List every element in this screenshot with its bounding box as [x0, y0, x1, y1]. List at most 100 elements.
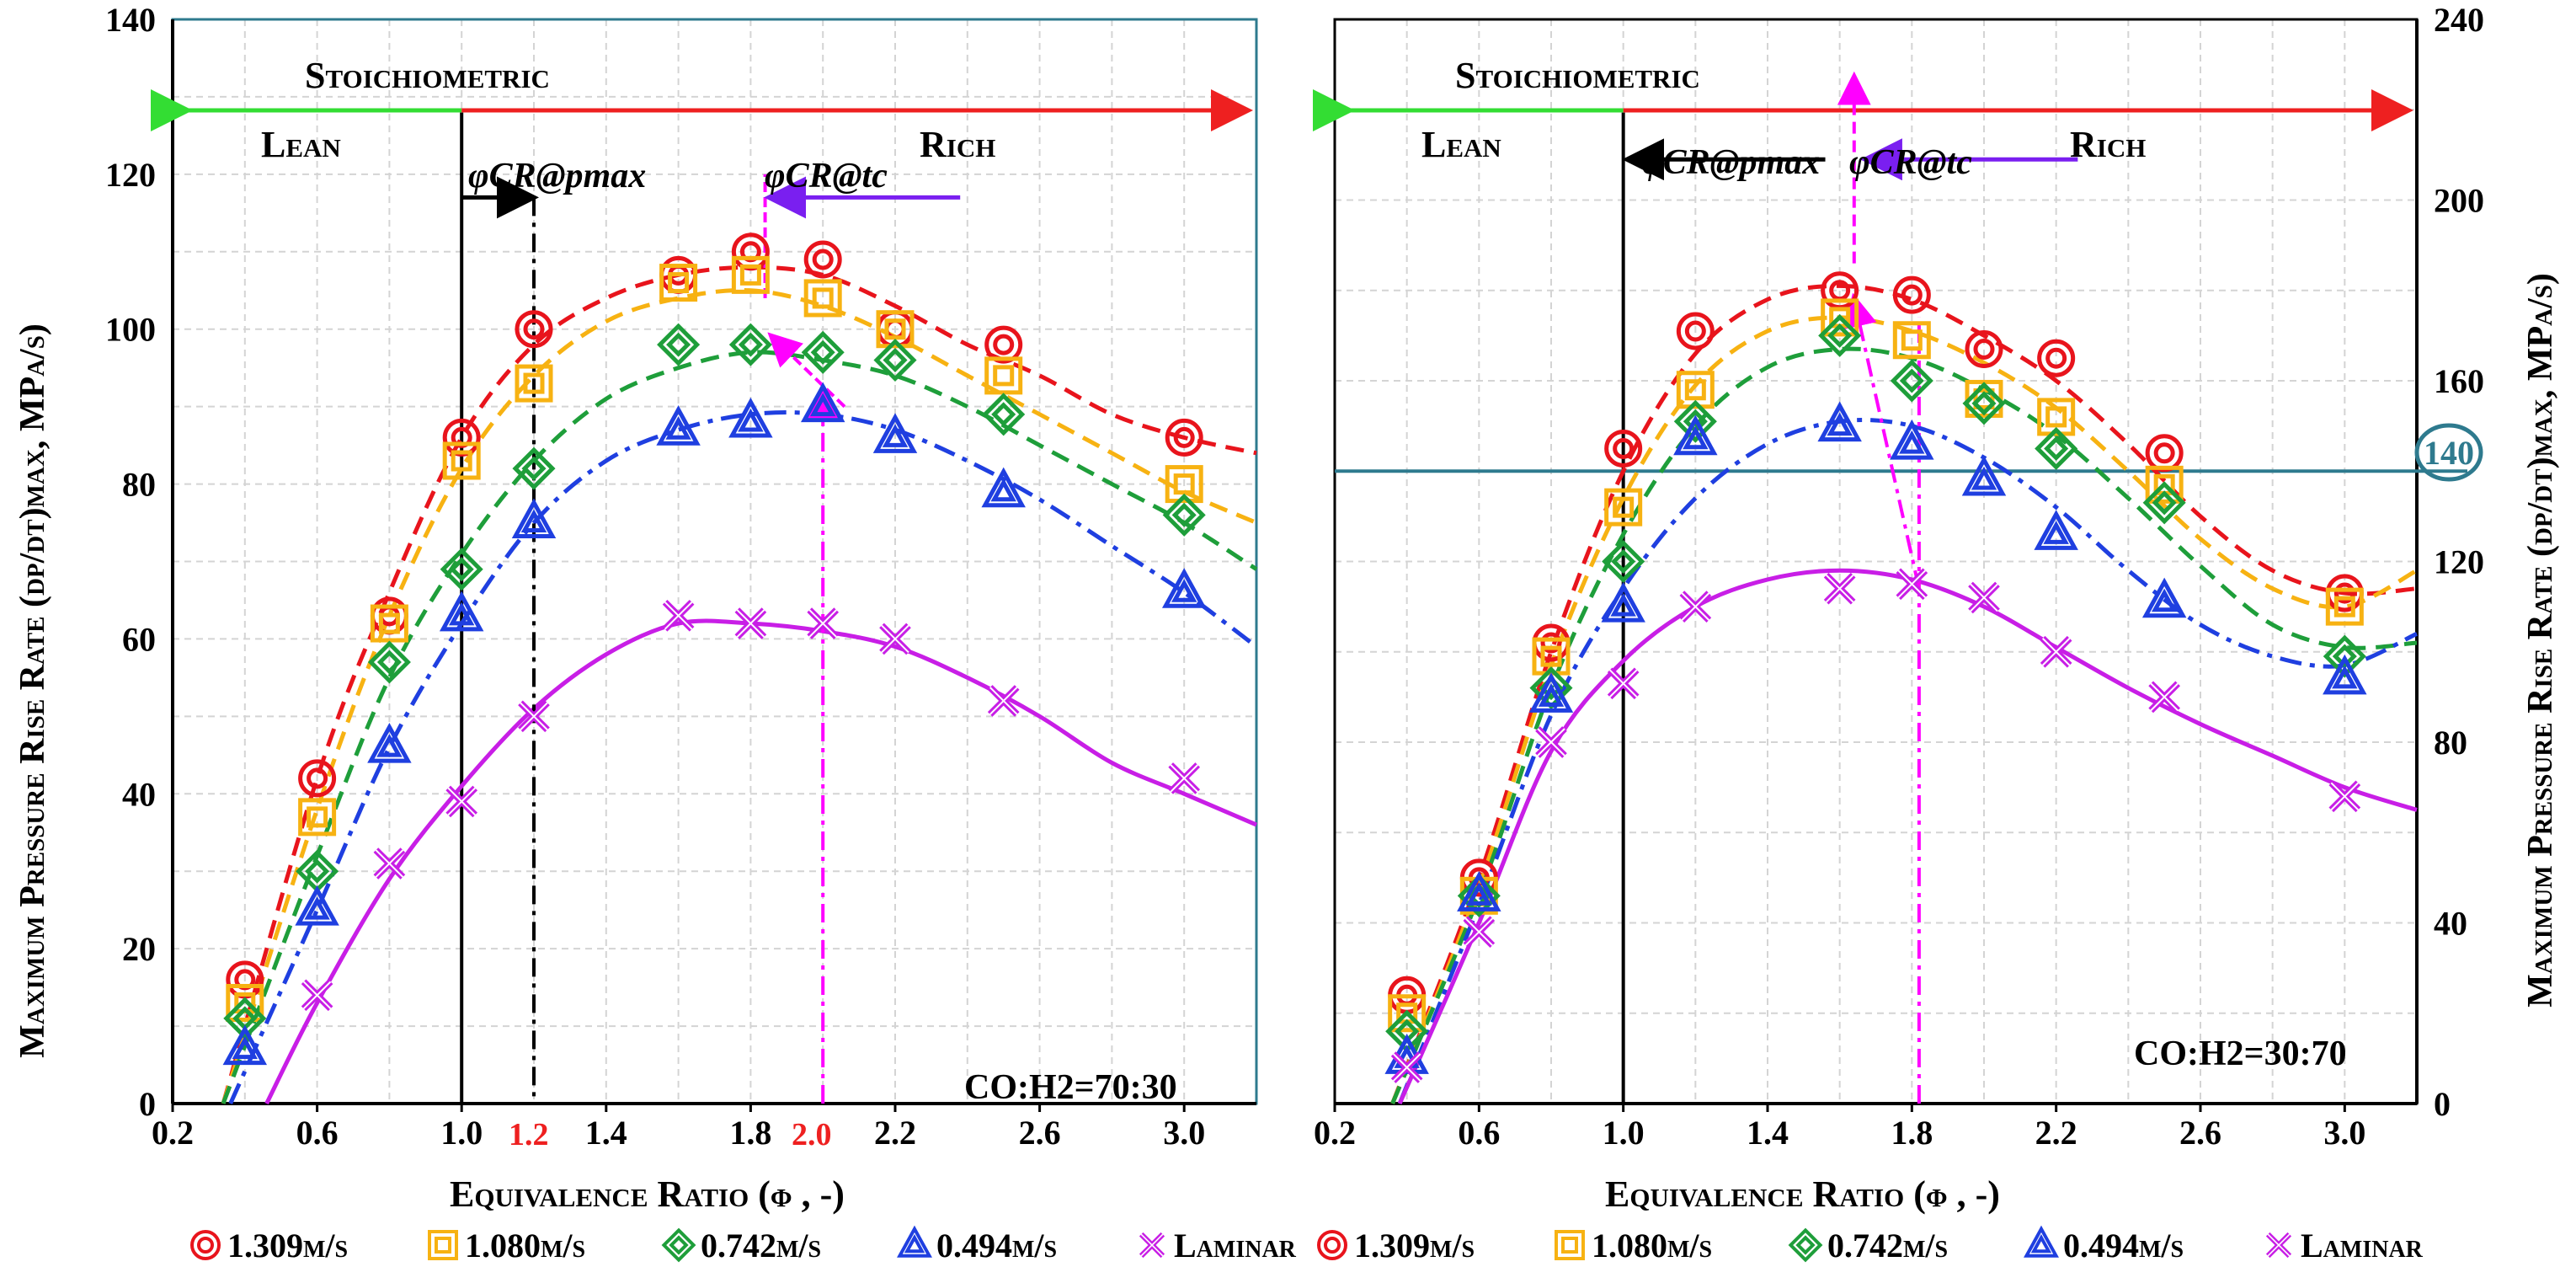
left-data-point-diamond: [873, 338, 917, 382]
right-x-tick-label: 1.4: [1747, 1114, 1789, 1152]
right-data-point-square: [1604, 488, 1643, 527]
left-data-point-diamond: [801, 330, 845, 374]
left-x-tick-label: 2.2: [874, 1114, 916, 1152]
left-fit-curve-1: [221, 287, 1257, 1104]
right-y-tick-label: 80: [2434, 724, 2467, 762]
right-data-point-circle: [1676, 312, 1715, 350]
right-y-tick-label: 240: [2434, 1, 2484, 39]
left-data-point-triangle: [656, 405, 701, 446]
left-data-point-diamond: [512, 446, 556, 490]
legend-right-label: Laminar: [2301, 1227, 2424, 1264]
left-data-point-x: [518, 700, 550, 733]
right-data-point-circle: [1604, 429, 1643, 468]
right-x-tick-label: 3.0: [2323, 1114, 2365, 1152]
left-y-tick-label: 80: [122, 466, 156, 504]
legend-left-label: 1.309m/s: [227, 1227, 348, 1264]
left-data-point-x: [662, 600, 695, 632]
right-data-point-diamond: [2142, 481, 2186, 525]
legend-left-label: 0.742m/s: [701, 1227, 821, 1264]
left-fit-curve-3: [228, 410, 1258, 1105]
left-data-point-x: [987, 685, 1020, 717]
legend-left-marker-x: [1139, 1232, 1165, 1259]
right-data-point-circle: [1965, 329, 2003, 368]
left-ratio-label: CO:H2=70:30: [964, 1068, 1177, 1107]
right-series-Laminar: [1390, 568, 2361, 1083]
left-data-point-square: [803, 279, 842, 318]
left-x-axis-title: Equivalence Ratio (φ , -): [450, 1173, 845, 1215]
legend-left: 1.309m/s 1.080m/s 0.742m/s 0.494m/s Laminar: [190, 1225, 1297, 1264]
left-data-point-x: [301, 979, 333, 1012]
left-mark-2-0: 2.0: [792, 1117, 832, 1152]
right-data-point-triangle: [1601, 581, 1645, 623]
right-data-point-diamond: [1890, 359, 1933, 403]
right-fit-curve-4: [1397, 568, 2418, 1105]
left-data-point-diamond: [982, 393, 1026, 436]
right-data-point-triangle: [1528, 672, 1574, 713]
left-fit-curve-4: [264, 618, 1257, 1105]
right-fit-curve-2: [1390, 346, 2418, 1104]
left-data-point-triangle: [511, 498, 557, 539]
right-fit-curve-3: [1397, 417, 2419, 1104]
right-data-point-circle: [1892, 275, 1931, 314]
left-lean-label: Lean: [261, 124, 341, 165]
legend-left-marker-triangle: [897, 1225, 932, 1258]
left-y-tick-label: 100: [105, 311, 156, 349]
left-y-axis-title: Maximum Pressure Rise Rate (dp/dt)max, M…: [13, 323, 52, 1058]
right-data-point-triangle: [2323, 654, 2367, 695]
left-data-point-triangle: [439, 591, 484, 632]
right-series-1.080m/s: [1388, 298, 2364, 1033]
legend-right-label: 1.080m/s: [1592, 1227, 1712, 1264]
left-data-point-triangle: [295, 885, 339, 926]
left-data-point-square: [370, 604, 408, 643]
left-data-point-square: [298, 798, 337, 837]
right-data-point-x: [1823, 572, 1856, 605]
left-data-point-diamond: [1162, 493, 1206, 537]
right-data-point-x: [1390, 1051, 1423, 1083]
left-data-point-square: [984, 356, 1023, 395]
left-data-point-triangle: [800, 382, 845, 423]
right-data-point-square: [2325, 587, 2364, 626]
right-data-point-x: [1896, 568, 1928, 601]
right-x-tick-label: 0.2: [1314, 1114, 1356, 1152]
left-data-point-x: [734, 607, 767, 639]
right-data-point-triangle: [1961, 455, 2007, 496]
left-series-Laminar: [301, 600, 1201, 1012]
left-phi-pmax-label: φCR@pmax: [468, 157, 646, 195]
right-y-tick-label: 40: [2434, 905, 2467, 943]
right-data-point-x: [1607, 667, 1640, 700]
right-lean-label: Lean: [1421, 124, 1501, 165]
right-phi-pmax-label: φCR@pmax: [1642, 143, 1820, 182]
left-data-point-square: [659, 264, 698, 302]
left-y-tick-label: 40: [122, 775, 156, 813]
right-fit-curve-0: [1390, 283, 2418, 1104]
left-y-tick-label: 60: [122, 620, 156, 658]
left-x-tick-label: 1.8: [729, 1114, 771, 1152]
left-data-point-circle: [1165, 418, 1203, 457]
left-series-0.494m/s: [222, 382, 1207, 1066]
right-x-tick-label: 2.2: [2035, 1114, 2077, 1152]
left-data-point-triangle: [1161, 568, 1207, 608]
left-rich-label: Rich: [920, 124, 995, 165]
legend-right-label: 0.494m/s: [2063, 1227, 2184, 1264]
left-data-point-triangle: [367, 722, 412, 763]
legend-right-label: 0.742m/s: [1827, 1227, 1948, 1264]
left-fit-curve-2: [221, 350, 1258, 1104]
right-x-tick-label: 1.0: [1603, 1114, 1645, 1152]
right-data-point-x: [1679, 591, 1712, 623]
right-data-point-square: [1676, 371, 1715, 409]
right-data-point-x: [1535, 726, 1567, 758]
hline-callout-label: 140: [2424, 434, 2474, 472]
left-data-point-square: [442, 441, 481, 480]
left-data-point-circle: [803, 240, 842, 279]
left-x-tick-label: 1.0: [440, 1114, 483, 1152]
left-data-point-diamond: [440, 548, 483, 591]
legend-right-marker-triangle: [2024, 1225, 2059, 1258]
right-data-point-diamond: [1962, 382, 2006, 425]
left-data-point-x: [879, 623, 911, 655]
left-x-tick-label: 1.4: [585, 1114, 627, 1152]
right-series-0.742m/s: [1385, 313, 2366, 1053]
hline-callout-ellipse: [2414, 423, 2483, 482]
left-grid: [173, 19, 1256, 1104]
legend-right: 1.309m/s 1.080m/s 0.742m/s 0.494m/s Laminar: [1317, 1225, 2424, 1264]
legend-left-marker-circle: [190, 1229, 221, 1260]
